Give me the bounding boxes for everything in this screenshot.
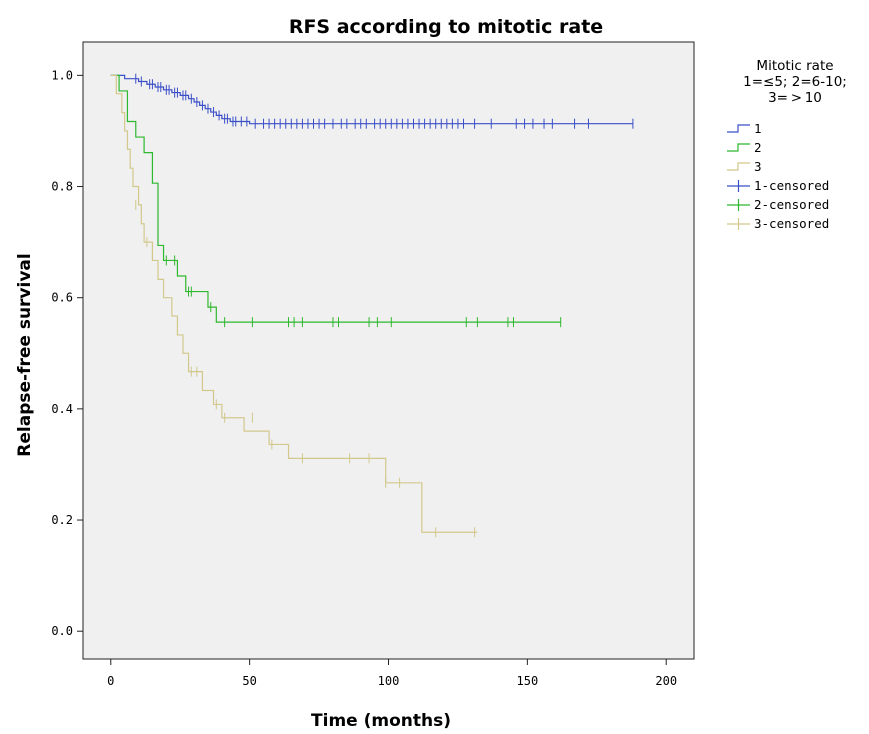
series-layer [110,73,634,538]
legend-key-series-1 [727,124,750,133]
series-3-line [110,74,478,533]
y-tick-label: 0.6 [51,291,73,305]
x-tick-label: 200 [655,674,677,688]
y-axis-label: Relapse-free survival [15,253,35,456]
chart-title: RFS according to mitotic rate [289,16,603,38]
x-tick-label: 150 [517,674,539,688]
plot-area [82,41,695,660]
legend-title-line: 3= > 10 [768,90,822,106]
y-tick-label: 0.0 [51,624,73,638]
y-tick-label: 0.2 [51,513,73,527]
legend-label-2: 2 [754,140,762,155]
x-tick-label: 50 [242,674,256,688]
x-axis-label: Time (months) [311,711,451,731]
x-tick-label: 0 [107,674,114,688]
y-tick-label: 0.8 [51,180,73,194]
y-tick-label: 0.4 [51,402,73,416]
legend-key-series-3 [727,162,750,171]
legend-title-line: Mitotic rate [756,58,833,74]
y-tick-label: 1.0 [51,68,73,82]
legend-label-2-censored: 2-censored [754,197,829,212]
x-tick-label: 100 [378,674,400,688]
legend-label-3: 3 [754,159,762,174]
legend-title-line: 1=≤5; 2=6-10; [743,74,847,90]
legend-label-1-censored: 1-censored [754,178,829,193]
legend-label-3-censored: 3-censored [754,216,829,231]
series-2-line [110,74,561,323]
legend-key-series-2 [727,143,750,152]
axes: 0 50 100 150 200 0.0 0.2 0.4 0.6 0.8 1.0 [51,68,677,688]
legend-label-1: 1 [754,121,762,136]
